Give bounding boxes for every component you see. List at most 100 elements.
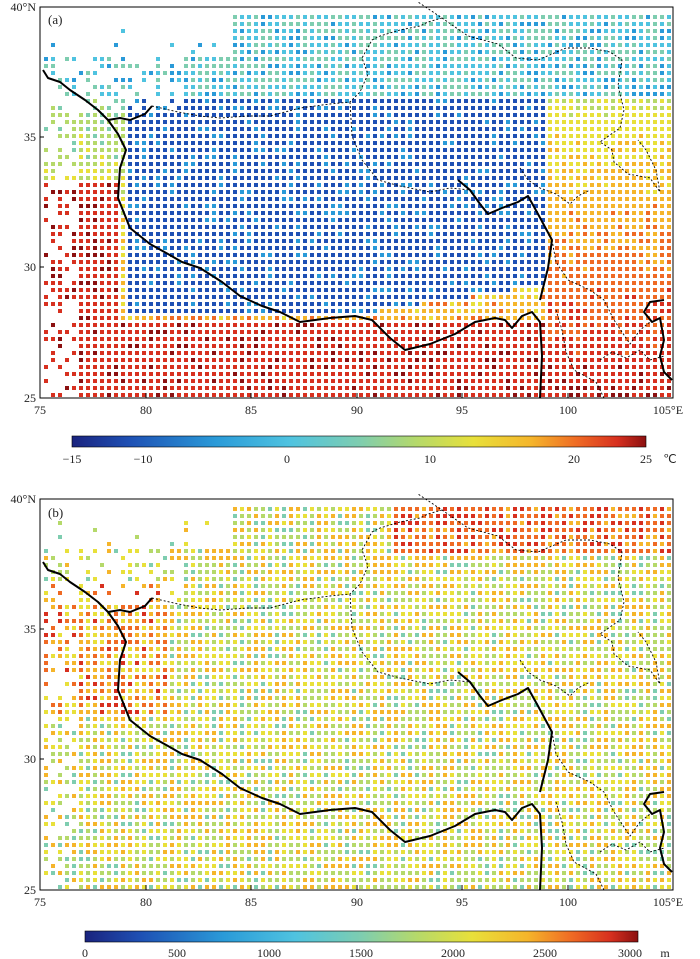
grid-cell — [576, 71, 580, 75]
grid-cell — [653, 344, 657, 348]
grid-cell — [401, 267, 405, 271]
grid-cell — [450, 386, 454, 390]
grid-cell — [226, 302, 230, 306]
grid-cell — [317, 507, 321, 511]
x-tick-105: 105°E — [653, 403, 683, 417]
grid-cell — [254, 267, 258, 271]
grid-cell — [198, 197, 202, 201]
grid-cell — [226, 351, 230, 355]
grid-cell — [457, 15, 461, 19]
grid-cell — [401, 542, 405, 546]
grid-cell — [44, 169, 48, 173]
grid-cell — [324, 197, 328, 201]
grid-cell — [345, 78, 349, 82]
grid-cell — [86, 162, 90, 166]
grid-cell — [72, 386, 76, 390]
grid-cell — [590, 50, 594, 54]
grid-cell — [464, 141, 468, 145]
grid-cell — [310, 225, 314, 229]
grid-cell — [338, 155, 342, 159]
grid-cell — [415, 330, 419, 334]
grid-cell — [366, 148, 370, 152]
grid-cell — [254, 393, 258, 397]
grid-cell — [198, 253, 202, 257]
grid-cell — [114, 92, 118, 96]
grid-cell — [576, 393, 580, 397]
cbar-a-tick-3: 10 — [424, 452, 436, 466]
grid-cell — [590, 274, 594, 278]
grid-cell — [191, 365, 195, 369]
grid-cell — [401, 295, 405, 299]
grid-cell — [79, 281, 83, 285]
grid-cell — [548, 64, 552, 68]
grid-cell — [576, 267, 580, 271]
grid-cell — [352, 323, 356, 327]
grid-cell — [471, 211, 475, 215]
grid-cell — [639, 22, 643, 26]
grid-cell — [380, 309, 384, 313]
grid-cell — [338, 134, 342, 138]
grid-cell — [548, 239, 552, 243]
grid-cell — [51, 358, 55, 362]
grid-cell — [170, 218, 174, 222]
grid-cell — [240, 514, 244, 518]
grid-cell — [394, 386, 398, 390]
grid-cell — [667, 134, 671, 138]
grid-cell — [261, 92, 265, 96]
grid-cell — [254, 92, 258, 96]
grid-cell — [471, 92, 475, 96]
grid-cell — [142, 183, 146, 187]
grid-cell — [261, 183, 265, 187]
grid-cell — [345, 323, 349, 327]
grid-cell — [86, 71, 90, 75]
grid-cell — [576, 155, 580, 159]
grid-cell — [499, 22, 503, 26]
grid-cell — [338, 386, 342, 390]
grid-cell — [233, 542, 237, 546]
grid-cell — [422, 78, 426, 82]
grid-cell — [436, 528, 440, 532]
grid-cell — [513, 127, 517, 131]
grid-cell — [541, 183, 545, 187]
grid-cell — [212, 239, 216, 243]
grid-cell — [632, 113, 636, 117]
grid-cell — [520, 92, 524, 96]
grid-cell — [345, 50, 349, 54]
grid-cell — [569, 393, 573, 397]
grid-cell — [275, 176, 279, 180]
grid-cell — [408, 148, 412, 152]
grid-cell — [163, 232, 167, 236]
grid-cell — [562, 197, 566, 201]
grid-cell — [534, 204, 538, 208]
grid-cell — [310, 169, 314, 173]
grid-cell — [135, 120, 139, 124]
grid-cell — [401, 29, 405, 33]
grid-cell — [415, 183, 419, 187]
grid-cell — [163, 323, 167, 327]
grid-cell — [513, 521, 517, 525]
grid-cell — [156, 78, 160, 82]
grid-cell — [226, 71, 230, 75]
grid-cell — [590, 141, 594, 145]
grid-cell — [303, 281, 307, 285]
grid-cell — [590, 36, 594, 40]
grid-cell — [373, 71, 377, 75]
grid-cell — [121, 316, 125, 320]
grid-cell — [667, 71, 671, 75]
grid-cell — [646, 78, 650, 82]
grid-cell — [93, 176, 97, 180]
grid-cell — [254, 169, 258, 173]
grid-cell — [212, 113, 216, 117]
grid-cell — [499, 337, 503, 341]
grid-cell — [296, 542, 300, 546]
grid-cell — [86, 183, 90, 187]
grid-cell — [394, 36, 398, 40]
grid-cell — [79, 393, 83, 397]
grid-cell — [485, 323, 489, 327]
grid-cell — [471, 78, 475, 82]
grid-cell — [219, 211, 223, 215]
grid-cell — [317, 288, 321, 292]
grid-cell — [275, 386, 279, 390]
grid-cell — [555, 344, 559, 348]
grid-cell — [72, 288, 76, 292]
